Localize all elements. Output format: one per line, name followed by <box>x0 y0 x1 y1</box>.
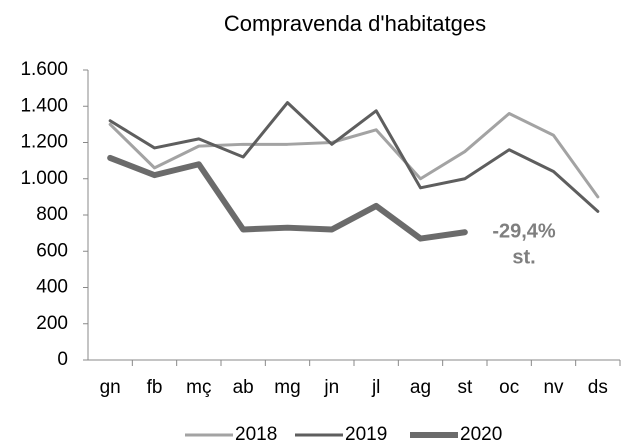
annotation: st. <box>512 246 535 268</box>
y-tick-label: 1.600 <box>20 59 68 80</box>
y-tick-label: 200 <box>36 313 68 334</box>
x-tick-label: nv <box>543 377 564 398</box>
x-tick-label: oc <box>499 377 519 398</box>
x-tick-label: mg <box>274 377 300 398</box>
x-tick-label: fb <box>147 377 163 398</box>
legend-label: 2020 <box>460 424 502 445</box>
x-tick-label: ab <box>233 377 254 398</box>
y-tick-label: 1.200 <box>20 132 68 153</box>
y-tick-label: 0 <box>57 349 68 370</box>
x-tick-label: jl <box>371 377 380 398</box>
x-tick-label: st <box>457 377 473 398</box>
legend-label: 2018 <box>235 424 277 445</box>
y-tick-label: 400 <box>36 277 68 298</box>
y-tick-label: 800 <box>36 204 68 225</box>
x-tick-label: ag <box>410 377 431 398</box>
x-tick-label: jn <box>323 377 339 398</box>
chart-title: Compravenda d'habitatges <box>224 11 486 36</box>
series-line <box>108 112 600 199</box>
y-tick-label: 1.400 <box>20 95 68 116</box>
legend-label: 2019 <box>345 424 387 445</box>
annotation: -29,4% <box>492 220 556 242</box>
x-tick-label: mç <box>186 377 211 398</box>
series-line <box>107 154 468 242</box>
y-tick-label: 600 <box>36 240 68 261</box>
series-line <box>108 101 600 213</box>
x-tick-label: ds <box>588 377 608 398</box>
x-tick-label: gn <box>100 377 121 398</box>
y-tick-label: 1.000 <box>20 168 68 189</box>
